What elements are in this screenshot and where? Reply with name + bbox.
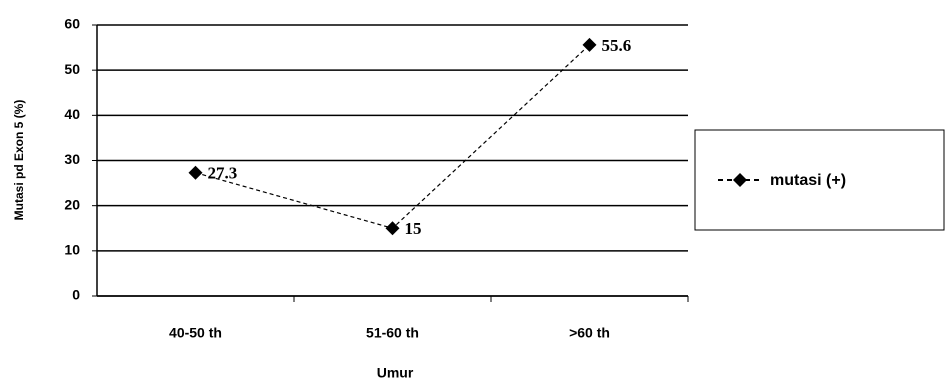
x-axis-title: Umur (377, 365, 414, 381)
y-tick-label: 60 (64, 16, 80, 32)
y-tick-label: 0 (72, 287, 80, 303)
x-tick-label: >60 th (569, 325, 610, 341)
chart: Umur Mutasi pd Exon 5 (%) 0 10 20 30 40 50 60 4… (0, 0, 947, 384)
y-tick-label: 40 (64, 106, 80, 122)
y-tick-label: 50 (64, 61, 80, 77)
data-label: 55.6 (602, 36, 632, 55)
point-marker (189, 166, 203, 180)
data-label: 15 (405, 219, 422, 238)
series-line (196, 45, 590, 228)
data-label: 27.3 (208, 164, 238, 183)
x-tick-label: 40-50 th (169, 325, 222, 341)
x-tick-label: 51-60 th (366, 325, 419, 341)
y-tick-label: 10 (64, 242, 80, 258)
y-tick-label: 30 (64, 151, 80, 167)
legend-label: mutasi (+) (770, 172, 846, 189)
y-axis-title: Mutasi pd Exon 5 (%) (12, 100, 26, 221)
point-marker (583, 38, 597, 52)
y-tick-label: 20 (64, 196, 80, 212)
